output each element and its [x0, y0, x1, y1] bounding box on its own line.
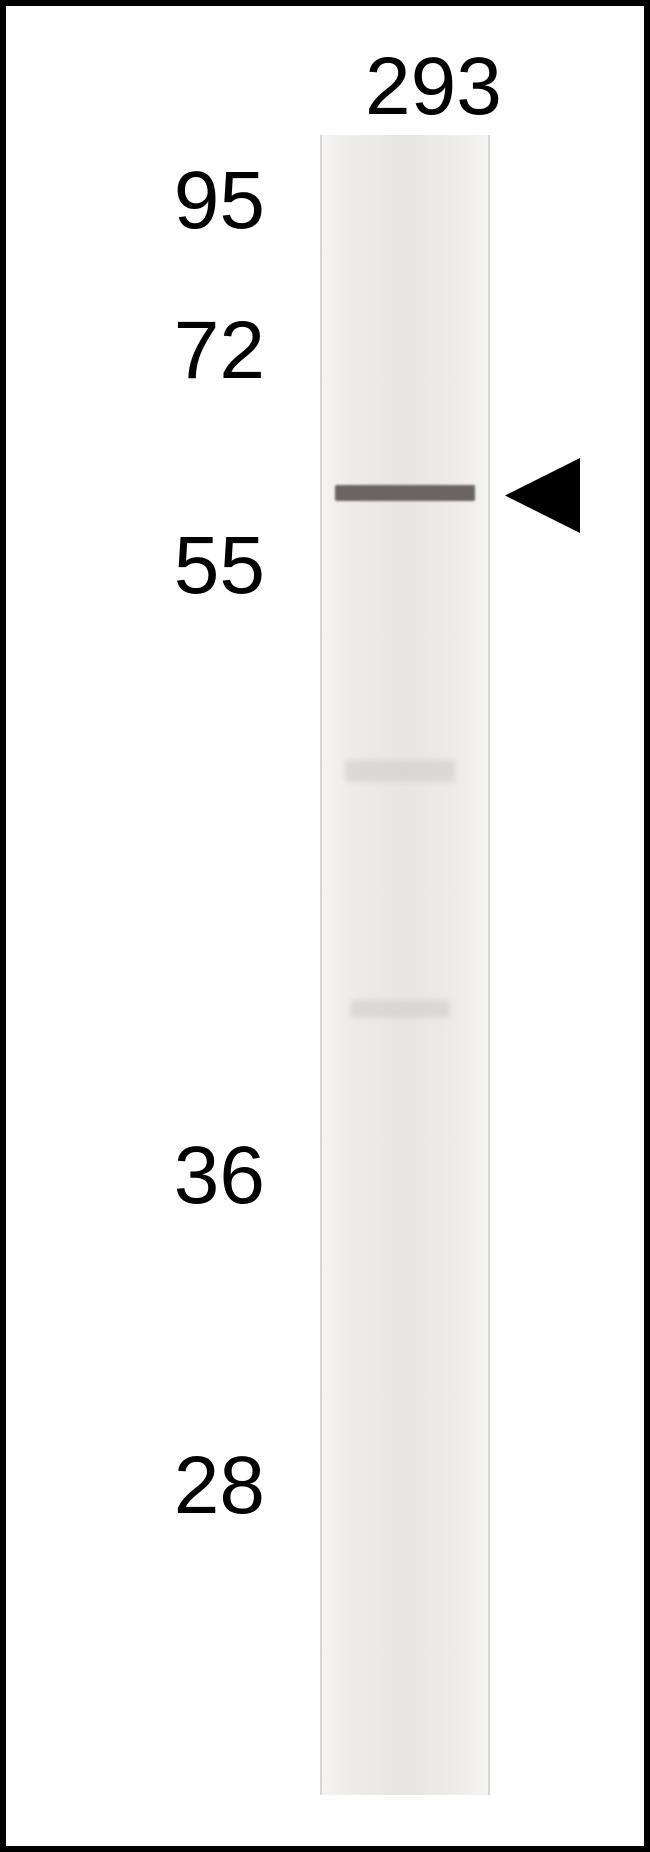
mw-marker: 55 [174, 519, 265, 613]
mw-marker: 28 [174, 1439, 265, 1533]
protein-band [335, 485, 475, 501]
lane-edge-left [320, 135, 322, 1795]
lane-label: 293 [365, 40, 502, 134]
mw-marker: 36 [174, 1129, 265, 1223]
mw-marker: 95 [174, 154, 265, 248]
mw-marker: 72 [174, 304, 265, 398]
lane-edge-right [488, 135, 490, 1795]
lane-strip [320, 135, 490, 1795]
background-smudge [350, 1000, 450, 1018]
western-blot-panel: 293 95 72 55 36 28 [0, 0, 650, 1852]
band-arrow-icon [505, 458, 580, 533]
background-smudge [345, 760, 455, 782]
